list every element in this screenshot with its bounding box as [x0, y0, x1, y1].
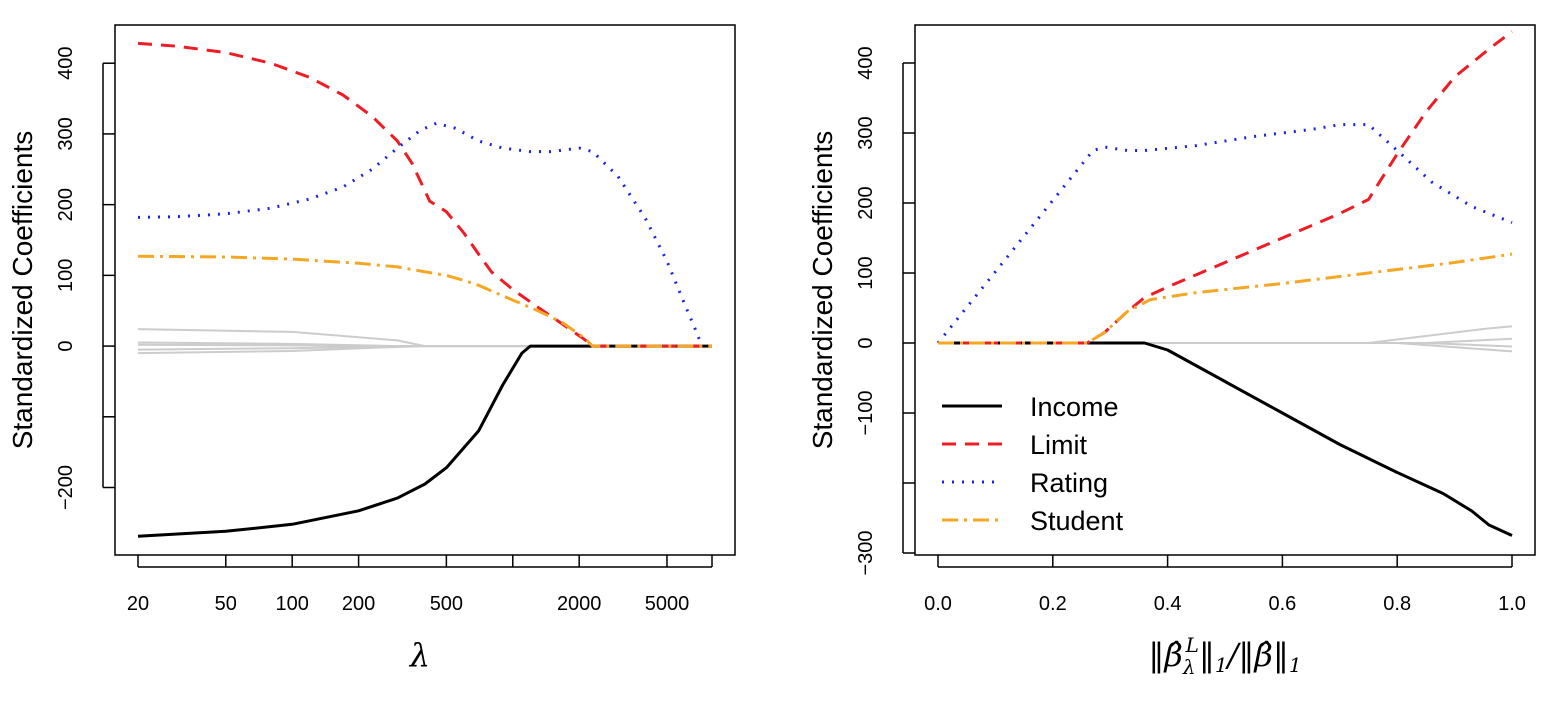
series-rating	[936, 123, 1513, 344]
x-tick-label: 0.4	[1154, 593, 1182, 615]
y-tick-label: 200	[55, 188, 77, 221]
series-limit	[938, 30, 1513, 345]
series-student	[137, 254, 712, 348]
x-tick-label: 2000	[557, 593, 602, 615]
x-axis-label: λ	[408, 636, 430, 674]
x-tick-label: 20	[127, 593, 149, 615]
y-tick-label: 400	[855, 46, 877, 79]
legend: Income Limit Rating Student	[942, 392, 1124, 536]
x-tick-label: 1.0	[1498, 593, 1526, 615]
series-rating	[137, 121, 704, 347]
legend-label-limit: Limit	[1030, 430, 1088, 460]
y-tick-label: 100	[55, 259, 77, 292]
panel-left: 20 50 100 200 500 2000 5000 −200 0 100 200 300 400 St…	[7, 24, 736, 674]
series-income	[137, 344, 712, 538]
series-limit	[137, 41, 712, 348]
y-tick-label: 0	[55, 341, 77, 352]
plot-frame	[914, 24, 1536, 556]
y-tick-label: −300	[855, 530, 877, 575]
x-tick-label: 0.8	[1383, 593, 1411, 615]
x-tick-label: 5000	[645, 593, 690, 615]
x-tick-label: 0.2	[1039, 593, 1067, 615]
legend-label-student: Student	[1030, 506, 1124, 536]
x-axis-label: ‖β̂λL‖1/‖β̂‖1	[1148, 633, 1301, 679]
y-tick-label: 0	[855, 337, 877, 348]
svg-text:‖β̂λL‖1/‖β̂‖1: ‖β̂λL‖1/‖β̂‖1	[1148, 633, 1301, 679]
y-tick-label: 100	[855, 256, 877, 289]
x-tick-label: 0.6	[1268, 593, 1296, 615]
series-student	[938, 252, 1513, 345]
x-tick-label: 500	[430, 593, 463, 615]
series-income	[938, 341, 1513, 537]
series-other1	[938, 325, 1513, 344]
y-axis-label: Standardized Coefficients	[807, 131, 838, 450]
x-tick-label: 200	[342, 593, 375, 615]
y-tick-label: 300	[855, 116, 877, 149]
legend-label-income: Income	[1030, 392, 1119, 422]
y-axis-label: Standardized Coefficients	[7, 131, 38, 450]
plot-frame	[114, 24, 736, 556]
x-tick-label: 50	[215, 593, 237, 615]
y-tick-label: 400	[55, 47, 77, 80]
y-tick-label: −200	[55, 465, 77, 510]
y-tick-label: −100	[855, 390, 877, 435]
legend-label-rating: Rating	[1030, 468, 1108, 498]
x-tick-label: 0.0	[924, 593, 952, 615]
y-tick-label: 300	[55, 117, 77, 150]
panel-right: 0.0 0.2 0.4 0.6 0.8 1.0 −300 −100 0 100 200 300 400 S…	[807, 24, 1536, 679]
x-tick-label: 100	[276, 593, 309, 615]
y-tick-label: 200	[855, 186, 877, 219]
